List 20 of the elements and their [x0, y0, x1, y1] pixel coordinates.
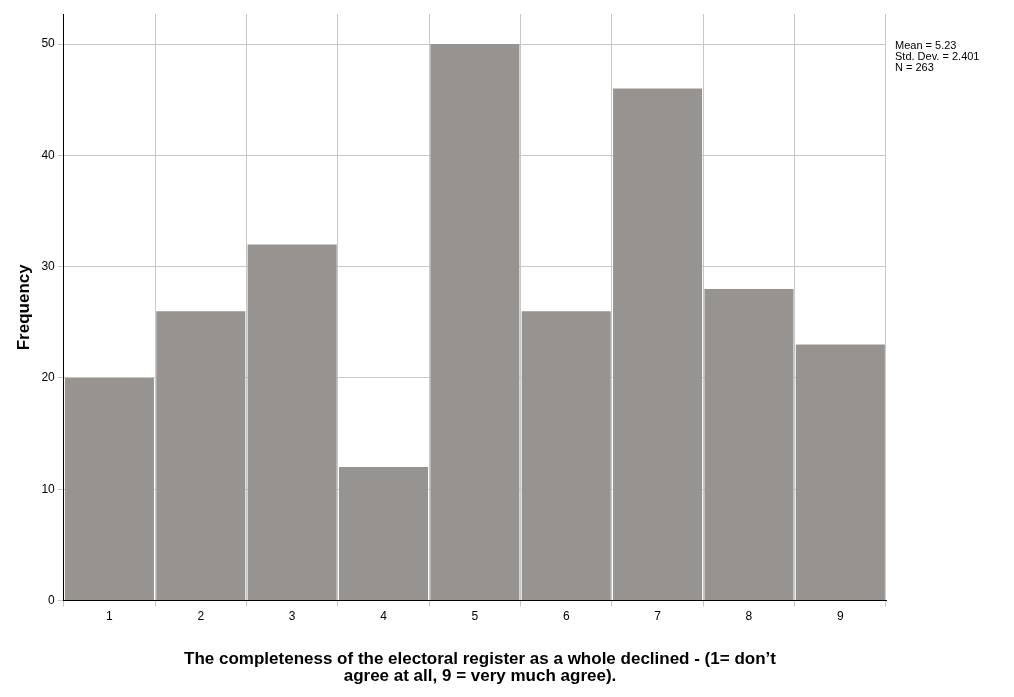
y-tick-label: 40 — [41, 147, 56, 162]
x-tick-label: 7 — [654, 609, 662, 624]
x-tick-label: 9 — [836, 609, 844, 624]
x-axis-title: The completeness of the electoral register as a whole declined - (1= don’t agree at all, 9 = very much agree). — [183, 649, 777, 685]
y-tick-label: 30 — [41, 258, 56, 273]
x-tick-label: 8 — [745, 609, 753, 624]
y-axis-title: Frequency — [13, 263, 33, 351]
text: N = 263 — [895, 61, 935, 73]
x-tick-label: 1 — [106, 609, 114, 624]
y-tick-label: 20 — [41, 370, 56, 385]
x-tick-label: 5 — [471, 609, 479, 624]
x-tick-label: 6 — [562, 609, 570, 624]
x-tick-label: 2 — [197, 609, 205, 624]
y-tick-label: 50 — [41, 36, 56, 51]
text: Mean = 5.23 — [895, 39, 958, 51]
y-tick-label: 10 — [41, 481, 56, 496]
y-tick-label: 0 — [48, 592, 56, 607]
x-tick-label: 3 — [288, 609, 296, 624]
x-tick-label: 4 — [380, 609, 388, 624]
text: Std. Dev. = 2.401 — [895, 50, 980, 62]
